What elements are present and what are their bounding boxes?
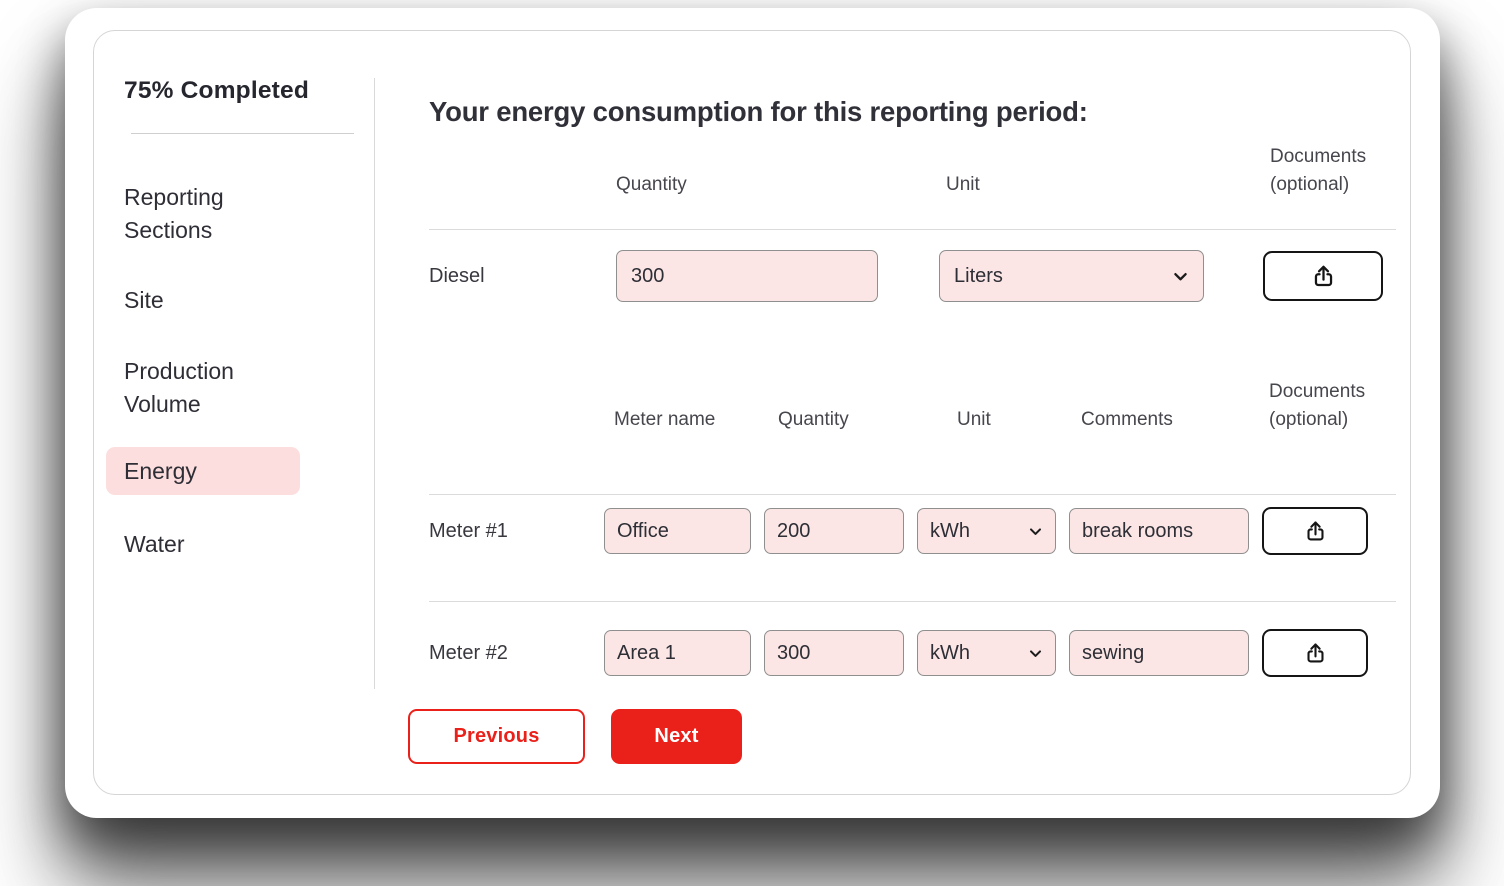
- meter1-unit-select[interactable]: kWh: [917, 508, 1056, 554]
- meter-row-1: Meter #1 kWh: [429, 507, 1396, 555]
- documents-header-line2: (optional): [1270, 174, 1350, 195]
- chevron-down-icon: [1029, 649, 1042, 657]
- meter2-row-label: Meter #2: [429, 641, 508, 664]
- meter2-comments-input[interactable]: [1069, 630, 1249, 676]
- meter-row-2: Meter #2 kWh: [429, 629, 1396, 677]
- meter1-row-label: Meter #1: [429, 519, 508, 542]
- meter-unit-header: Unit: [957, 409, 991, 430]
- meter2-quantity-input[interactable]: [764, 630, 904, 676]
- meter2-unit-value: kWh: [930, 641, 970, 664]
- main-content: Your energy consumption for this reporti…: [408, 31, 1396, 764]
- fuel-table-header: Quantity Unit Documents (optional): [429, 143, 1396, 199]
- upload-icon: [1314, 265, 1332, 286]
- diesel-unit-value: Liters: [954, 264, 1003, 287]
- form-panel: 75% Completed Reporting Sections Site Pr…: [93, 30, 1411, 795]
- page-title: Your energy consumption for this reporti…: [429, 96, 1088, 127]
- meter1-name-input[interactable]: [604, 508, 751, 554]
- meter2-name-input[interactable]: [604, 630, 751, 676]
- fuel-unit-header: Unit: [946, 174, 980, 195]
- documents-header-line2: (optional): [1269, 409, 1349, 430]
- fuel-row-diesel: Diesel Liters: [429, 250, 1396, 302]
- sidebar-item-site[interactable]: Site: [124, 287, 164, 313]
- meter-name-header: Meter name: [614, 409, 716, 430]
- chevron-down-icon: [1029, 527, 1042, 535]
- sidebar-item-energy[interactable]: Energy: [106, 447, 300, 495]
- documents-header-line1: Documents: [1269, 381, 1366, 402]
- meter1-unit-value: kWh: [930, 519, 970, 542]
- meter-quantity-header: Quantity: [778, 409, 849, 430]
- meter1-upload-button[interactable]: [1262, 507, 1368, 555]
- diesel-row-label: Diesel: [429, 264, 485, 287]
- meter2-unit-select[interactable]: kWh: [917, 630, 1056, 676]
- fuel-documents-header: Documents (optional): [1263, 143, 1396, 199]
- sidebar-divider: [131, 133, 354, 134]
- meter-table-header: Meter name Quantity Unit Comments Docume…: [429, 378, 1396, 434]
- sidebar-vertical-divider: [374, 78, 375, 689]
- meter-documents-header: Documents (optional): [1262, 378, 1396, 434]
- previous-button[interactable]: Previous: [408, 709, 585, 764]
- chevron-down-icon: [1174, 272, 1187, 280]
- meter-table-divider-top: [429, 494, 1396, 495]
- diesel-quantity-input[interactable]: [616, 250, 878, 302]
- progress-label: 75% Completed: [124, 77, 310, 104]
- meter2-upload-button[interactable]: [1262, 629, 1368, 677]
- sidebar-item-reporting-sections[interactable]: Reporting Sections: [124, 184, 224, 243]
- next-button[interactable]: Next: [611, 709, 742, 764]
- sidebar-item-water[interactable]: Water: [124, 531, 185, 557]
- form-actions: Previous Next: [408, 709, 1396, 764]
- fuel-table-divider: [429, 229, 1396, 230]
- diesel-upload-button[interactable]: [1263, 251, 1383, 301]
- fuel-quantity-header: Quantity: [616, 174, 687, 195]
- meter-comments-header: Comments: [1081, 409, 1173, 430]
- meter1-quantity-input[interactable]: [764, 508, 904, 554]
- energy-form-card: 75% Completed Reporting Sections Site Pr…: [65, 8, 1440, 818]
- documents-header-line1: Documents: [1270, 146, 1367, 167]
- upload-icon: [1306, 521, 1324, 540]
- upload-icon: [1306, 643, 1324, 662]
- sidebar-item-production-volume[interactable]: Production Volume: [124, 358, 234, 417]
- meter-table-divider-middle: [429, 601, 1396, 602]
- meter1-comments-input[interactable]: [1069, 508, 1249, 554]
- diesel-unit-select[interactable]: Liters: [939, 250, 1204, 302]
